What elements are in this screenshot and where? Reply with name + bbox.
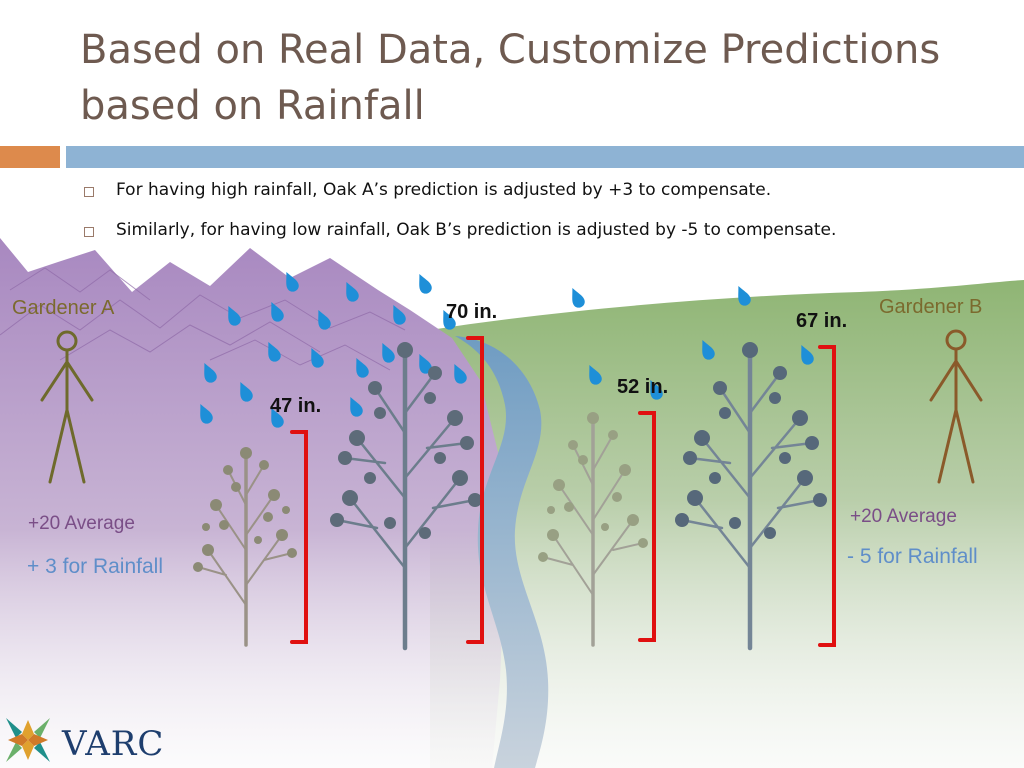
gardener-a-figure [40, 330, 94, 484]
bracket-big-b [818, 345, 836, 647]
gardener-b-label: Gardener B [879, 296, 983, 318]
mountain-ridges [0, 267, 406, 371]
measurement-small-tree-a: 47 in. [270, 395, 322, 417]
gardener-a-label: Gardener A [12, 297, 115, 319]
varc-logo-icon [6, 718, 50, 762]
bullet-list: For having high rainfall, Oak A’s predic… [80, 178, 1020, 258]
bracket-small-a [290, 430, 308, 644]
purple-mountains [0, 238, 505, 768]
measurement-big-tree-b: 67 in. [796, 310, 848, 332]
varc-logo-text: VARC [62, 724, 165, 764]
accent-bar-blue [66, 146, 1024, 168]
slide-title: Based on Real Data, Customize Prediction… [80, 27, 941, 129]
bracket-small-b [638, 411, 656, 642]
accent-bar-orange [0, 146, 60, 168]
bullet-text: Similarly, for having low rainfall, Oak … [116, 220, 837, 240]
river [455, 336, 549, 768]
tree-big-b [675, 342, 827, 651]
gardener-b-rainfall: - 5 for Rainfall [847, 545, 978, 568]
square-bullet-icon [84, 227, 94, 237]
tree-small-a [193, 447, 297, 647]
gardener-b-average: +20 Average [850, 506, 957, 527]
bullet-item: For having high rainfall, Oak A’s predic… [80, 178, 1020, 202]
square-bullet-icon [84, 187, 94, 197]
gardener-a-rainfall: + 3 for Rainfall [27, 555, 163, 578]
gardener-b-figure [929, 329, 983, 484]
bullet-item: Similarly, for having low rainfall, Oak … [80, 218, 1020, 242]
tree-big-a [330, 342, 482, 651]
measurement-big-tree-a: 70 in. [446, 301, 498, 323]
bracket-big-a [466, 336, 484, 644]
green-hill [430, 280, 1024, 768]
gardener-a-average: +20 Average [28, 513, 135, 534]
bullet-text: For having high rainfall, Oak A’s predic… [116, 180, 772, 200]
measurement-small-tree-b: 52 in. [617, 376, 669, 398]
tree-small-b [538, 412, 648, 647]
